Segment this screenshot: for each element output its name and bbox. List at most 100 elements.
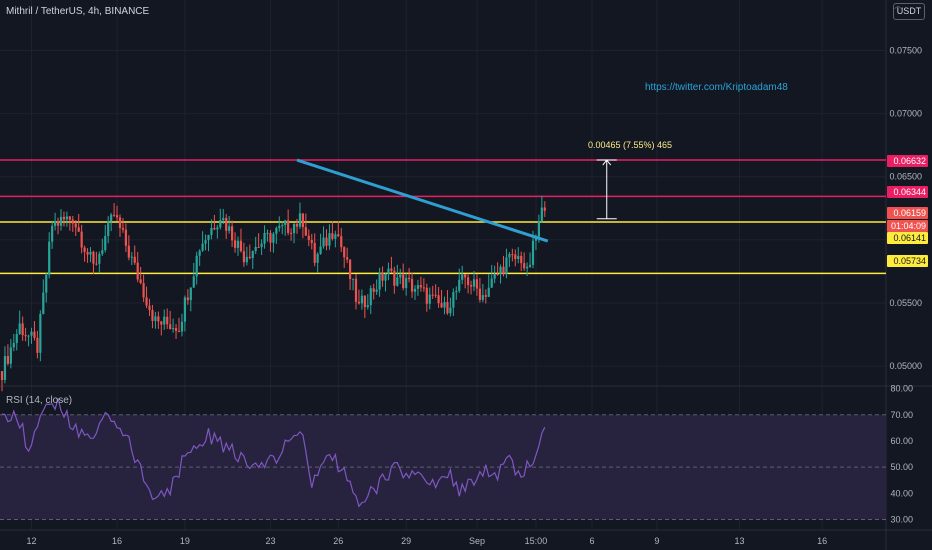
candle-body [27,335,30,337]
candle-body [278,225,281,229]
candle-body [242,251,245,263]
candle-body [343,247,346,258]
candle-body [496,273,499,275]
candle-body [62,216,66,220]
candle-body [472,279,476,287]
candle-body [446,302,449,314]
candle-body [443,302,446,308]
candle-body [313,242,316,263]
candle-body [260,243,263,248]
candle-body [54,221,57,226]
candle-body [21,323,24,336]
candle-body [378,272,381,290]
rsi-line [1,398,546,508]
candle-body [531,240,535,265]
candle-body [201,243,204,251]
candle-body [77,227,80,232]
candle-body [177,330,181,332]
candle-body [24,335,27,337]
candle-body [425,287,428,304]
candle-body [360,295,363,304]
candle-body [499,266,502,275]
price-tick-label: 0.07000 [889,109,922,119]
candle-body [396,277,399,286]
price-tag-bg [887,155,928,167]
candle-body [328,233,331,246]
candle-body [369,288,372,306]
candle-body [431,294,434,296]
price-tag-bg [887,220,928,232]
candle-body [298,213,302,227]
candle-body [422,287,425,289]
candle-body [163,316,166,325]
time-tick-label: 13 [734,536,744,546]
twitter-annotation[interactable]: https://twitter.com/Kriptoadam48 [645,82,788,93]
candle-body [304,227,307,236]
time-tick-label: 29 [401,536,411,546]
time-tick-label: 19 [180,536,190,546]
candle-body [222,217,225,221]
candle-body [381,272,384,281]
candle-body [372,288,375,292]
candle-body [508,254,511,258]
candle-body [523,263,526,269]
time-tick-label: 16 [817,536,827,546]
rsi-series-line [1,398,546,508]
horizontal-levels [0,159,886,275]
chevron-up-icon[interactable]: ︿ [894,1,902,10]
rsi-band [0,414,886,521]
measure-label: 0.00465 (7.55%) 465 [588,140,673,150]
candle-body [517,255,520,260]
candle-body [127,245,130,258]
candle-body [74,223,77,228]
candle-body [151,309,154,321]
trendline-segment [296,158,549,243]
rsi-tick-label: 70.00 [890,410,913,420]
candle-body [292,224,296,234]
measure-tool [596,159,617,220]
candle-body [325,237,328,246]
candle-body [231,226,234,241]
candle-body [130,256,133,258]
candle-body [399,274,402,278]
candle-body [172,328,175,330]
time-tick-label: Sep [469,536,485,546]
candle-body [493,273,496,279]
candle-body [192,276,195,288]
rsi-title: RSI (14, close) [6,395,73,406]
candle-body [307,235,310,240]
candle-body [340,236,343,248]
symbol-title: Mithril / TetherUS, 4h, BINANCE [6,6,150,17]
candle-body [266,232,269,234]
candle-body [257,246,260,248]
candle-body [98,253,101,264]
candle-body [157,316,160,322]
currency-selector[interactable]: USDT [893,3,925,20]
price-tick-label: 0.05500 [889,298,922,308]
candle-body [393,270,396,286]
rsi-tick-label: 80.00 [890,384,913,394]
candle-body [387,268,390,274]
rsi-tick-label: 60.00 [890,436,913,446]
candle-body [520,255,523,264]
candle-body [36,337,39,353]
candle-body [113,214,116,216]
candle-body [502,266,505,275]
candle-body [405,277,408,289]
candle-body [225,217,228,231]
price-tag-label: 0.06632 [893,156,926,166]
candle-body [357,301,361,304]
candle-body [310,239,313,243]
candle-body [437,295,440,304]
candle-body [115,215,119,218]
candle-body [186,297,189,301]
candle-body [174,328,178,331]
rsi-tick-label: 30.00 [890,515,913,525]
candle-body [15,334,18,344]
candle-body [198,250,201,256]
candle-body [354,278,358,302]
candle-body [233,240,237,248]
candle-body [449,307,452,314]
candle-body [434,294,437,296]
